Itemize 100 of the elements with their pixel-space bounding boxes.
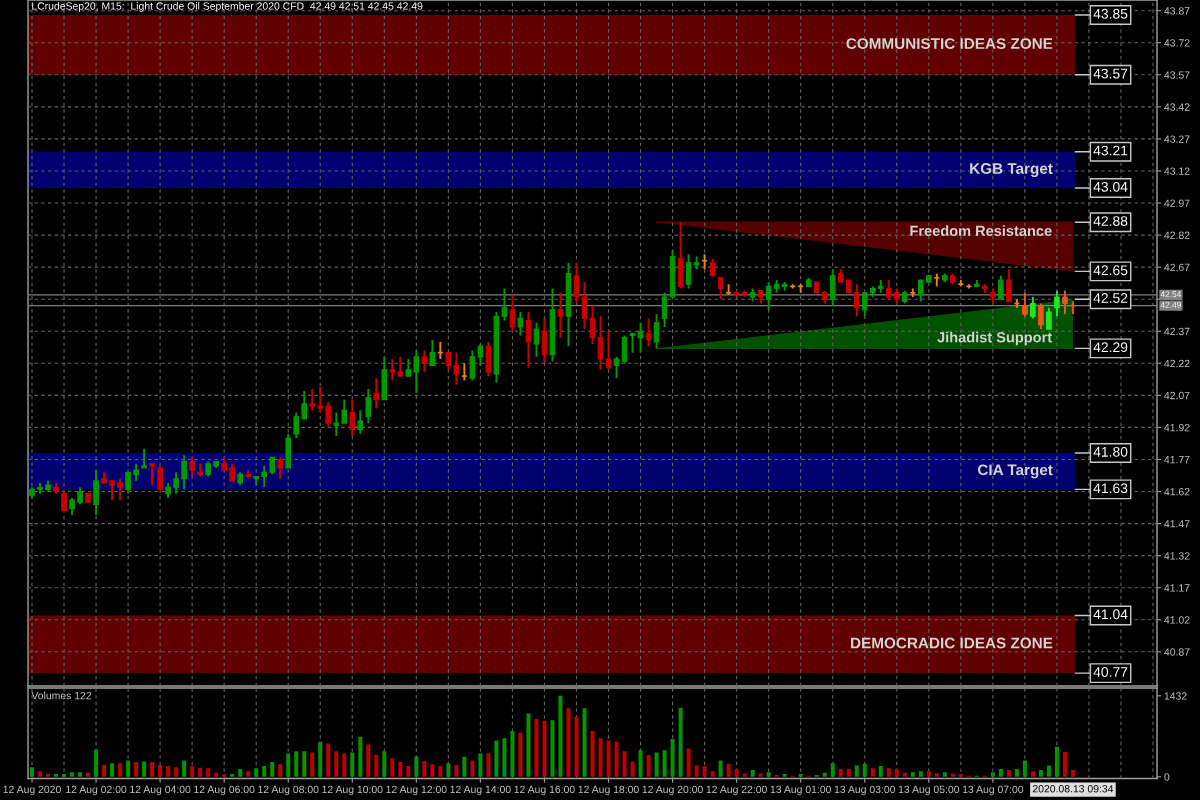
bar xyxy=(78,772,83,777)
bar xyxy=(902,772,907,777)
candlestick xyxy=(685,253,692,290)
bar xyxy=(470,760,475,777)
y-tick-label: 43.57 xyxy=(1164,71,1190,79)
bar xyxy=(462,757,467,777)
bar xyxy=(990,772,995,777)
candlestick xyxy=(365,387,372,425)
bar xyxy=(574,716,579,777)
y-tick-label: 42.37 xyxy=(1164,327,1190,336)
bar xyxy=(222,773,227,777)
bar xyxy=(590,730,595,777)
x-tick-label: 13 Aug 05:00 xyxy=(898,785,960,796)
bar xyxy=(182,760,187,777)
bar xyxy=(150,762,155,777)
bar xyxy=(374,754,379,777)
bar xyxy=(350,752,355,777)
candlestick xyxy=(717,276,724,301)
bar xyxy=(366,744,371,777)
bar xyxy=(158,764,163,777)
bar xyxy=(1070,769,1075,777)
candlestick xyxy=(477,343,484,367)
candlestick xyxy=(917,278,924,303)
y-tick-label: 42.82 xyxy=(1164,231,1190,239)
bar xyxy=(766,772,771,777)
candlestick xyxy=(181,454,187,491)
bar xyxy=(430,764,435,777)
bar xyxy=(286,753,291,777)
x-tick-label: 12 Aug 14:00 xyxy=(450,785,511,796)
band-label: DEMOCRADIC IDEAS ZONE xyxy=(851,637,1053,649)
x-tick-label: 13 Aug 01:00 xyxy=(770,785,831,796)
candlestick xyxy=(189,456,195,478)
bar xyxy=(846,768,851,777)
bar xyxy=(142,761,147,777)
bar xyxy=(958,773,963,777)
candlestick xyxy=(701,253,708,271)
bar xyxy=(718,760,723,777)
bar xyxy=(494,740,499,777)
annotation: 42.29 xyxy=(1093,342,1128,353)
candlestick xyxy=(373,377,380,410)
bar xyxy=(1006,770,1011,777)
bar xyxy=(174,767,179,777)
bar xyxy=(1062,751,1067,777)
bar xyxy=(942,772,947,777)
bar xyxy=(758,773,763,777)
x-tick-label: 12 Aug 10:00 xyxy=(322,785,383,796)
candlestick xyxy=(509,293,516,333)
bar xyxy=(62,773,67,777)
bar xyxy=(910,772,915,777)
annotation: 40.77 xyxy=(1093,667,1128,677)
candlestick xyxy=(613,355,620,380)
bar xyxy=(854,765,859,777)
bar xyxy=(894,768,899,777)
bar xyxy=(230,773,235,777)
bar xyxy=(310,752,315,777)
candlestick xyxy=(861,291,868,318)
bar xyxy=(126,760,131,777)
y-tick-label: 41.17 xyxy=(1164,584,1190,592)
candlestick xyxy=(293,411,300,440)
ref-line-label: 42.54 xyxy=(1160,291,1182,298)
bar xyxy=(1046,765,1051,777)
series-label: Freedom Resistance xyxy=(910,225,1052,236)
y-tick-label: 41.77 xyxy=(1164,456,1190,464)
bar xyxy=(710,771,715,777)
bar xyxy=(678,707,683,777)
bar xyxy=(198,767,203,777)
bar xyxy=(830,763,835,777)
candlestick xyxy=(525,311,532,369)
bar xyxy=(30,767,35,777)
annotation: 41.80 xyxy=(1093,446,1128,457)
candlestick xyxy=(1038,302,1044,331)
candlestick xyxy=(421,349,428,373)
bar xyxy=(246,771,251,777)
candlestick xyxy=(573,261,580,305)
candlestick xyxy=(413,349,420,395)
bar xyxy=(558,695,563,777)
bar xyxy=(918,771,923,777)
band-label: COMMUNISTIC IDEAS ZONE xyxy=(846,38,1053,49)
y-tick-label: 42.07 xyxy=(1164,391,1190,400)
bar xyxy=(934,773,939,777)
bar xyxy=(566,708,571,777)
bar xyxy=(438,766,443,777)
candlestick xyxy=(357,409,364,435)
annotation: 43.85 xyxy=(1093,8,1128,19)
x-tick-label: 12 Aug 2020 xyxy=(3,785,61,796)
candlestick xyxy=(501,287,508,322)
bar xyxy=(334,751,339,777)
candlestick xyxy=(853,283,860,318)
bar xyxy=(606,740,611,777)
bar xyxy=(542,720,547,777)
y-tick-label: 42.97 xyxy=(1164,199,1190,207)
ref-line-label: 42.49 xyxy=(1160,301,1181,308)
bar xyxy=(742,773,747,777)
candlestick xyxy=(653,313,660,350)
bar xyxy=(950,773,955,777)
candlestick xyxy=(333,411,340,437)
x-tick-label: 12 Aug 02:00 xyxy=(66,785,127,796)
bar xyxy=(870,768,875,777)
bar xyxy=(502,738,507,777)
bar xyxy=(166,766,171,777)
